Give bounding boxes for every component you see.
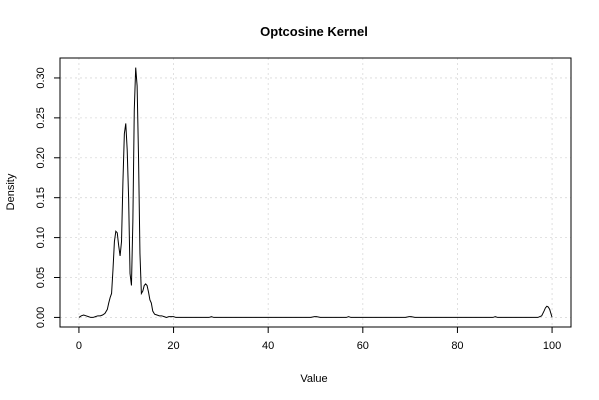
x-axis: 0 20 40 60 80 100 xyxy=(76,327,561,352)
x-tick-label: 60 xyxy=(357,340,369,352)
y-tick-label: 0.10 xyxy=(35,227,47,248)
y-axis: 0.00 0.05 0.10 0.15 0.20 0.25 0.30 xyxy=(35,67,60,328)
y-tick-label: 0.30 xyxy=(35,67,47,88)
plot-frame xyxy=(59,57,572,328)
y-axis-label: Density xyxy=(5,173,17,210)
y-tick-label: 0.05 xyxy=(35,267,47,288)
x-axis-label: Value xyxy=(300,373,327,385)
x-tick-label: 80 xyxy=(451,340,463,352)
y-tick-label: 0.15 xyxy=(35,187,47,208)
y-tick-label: 0.00 xyxy=(35,307,47,328)
y-tick-label: 0.20 xyxy=(35,147,47,168)
chart-title: Optcosine Kernel xyxy=(260,24,368,39)
series-layer xyxy=(78,67,553,318)
y-tick-label: 0.25 xyxy=(35,107,47,128)
x-tick-label: 100 xyxy=(543,340,561,352)
density-curve xyxy=(78,67,553,318)
x-tick-label: 0 xyxy=(76,340,82,352)
x-tick-label: 40 xyxy=(262,340,274,352)
grid xyxy=(60,58,571,327)
x-tick-label: 20 xyxy=(167,340,179,352)
